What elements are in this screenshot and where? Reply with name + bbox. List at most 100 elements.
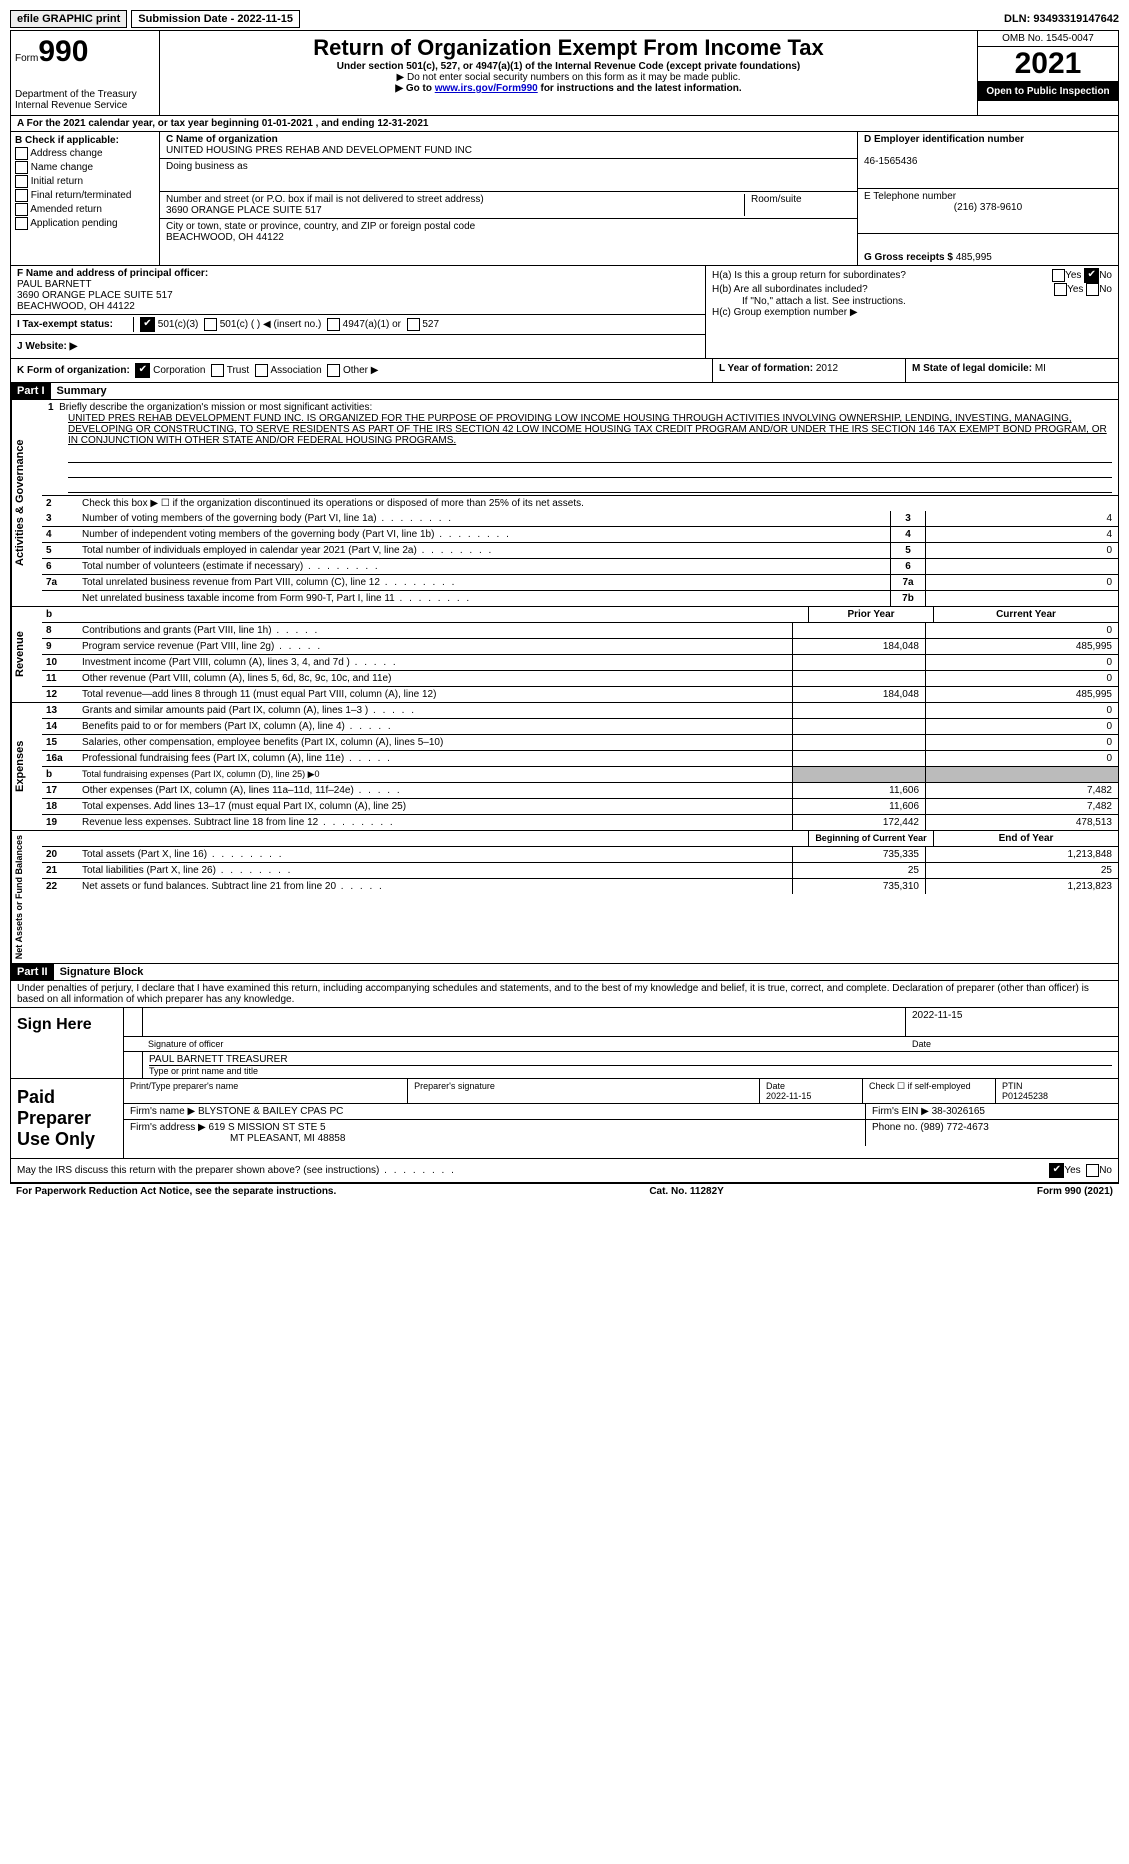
- goto-suffix: for instructions and the latest informat…: [538, 83, 742, 94]
- col-b-checkboxes: B Check if applicable: Address change Na…: [11, 132, 160, 265]
- sig-declaration: Under penalties of perjury, I declare th…: [10, 981, 1119, 1008]
- v6: [925, 559, 1118, 574]
- line20: Total assets (Part X, line 16): [78, 847, 792, 862]
- sig-name-val: PAUL BARNETT TREASURER: [149, 1054, 1112, 1065]
- irs-label: Internal Revenue Service: [15, 100, 155, 111]
- footer-form: Form 990 (2021): [1037, 1186, 1113, 1197]
- part1-title: Summary: [51, 383, 113, 399]
- line7a: Total unrelated business revenue from Pa…: [78, 575, 890, 590]
- irs-link[interactable]: www.irs.gov/Form990: [435, 83, 538, 94]
- line18: Total expenses. Add lines 13–17 (must eq…: [78, 799, 792, 814]
- submission-date: Submission Date - 2022-11-15: [131, 10, 300, 28]
- v7b: [925, 591, 1118, 606]
- form-number-block: Form990 Department of the Treasury Inter…: [11, 31, 160, 115]
- sig-date-val: 2022-11-15: [912, 1010, 962, 1021]
- check-amend[interactable]: [15, 203, 28, 216]
- k-assoc[interactable]: [255, 364, 268, 377]
- tax-year: 2021: [978, 47, 1118, 82]
- street-label: Number and street (or P.O. box if mail i…: [166, 194, 738, 205]
- sig-date-label: Date: [906, 1037, 1118, 1051]
- paid-prep-label: Paid Preparer Use Only: [11, 1079, 124, 1158]
- discuss-yes[interactable]: [1049, 1163, 1064, 1178]
- part2-header: Part II: [11, 964, 54, 980]
- dln: DLN: 93493319147642: [1004, 13, 1119, 25]
- line4: Number of independent voting members of …: [78, 527, 890, 542]
- check-self: Check ☐ if self-employed: [863, 1079, 996, 1103]
- f-street: 3690 ORANGE PLACE SUITE 517: [17, 290, 173, 301]
- f-city: BEACHWOOD, OH 44122: [17, 301, 135, 312]
- line8: Contributions and grants (Part VIII, lin…: [78, 623, 792, 638]
- line2: Check this box ▶ ☐ if the organization d…: [78, 496, 1118, 511]
- m-val: MI: [1035, 363, 1046, 374]
- ptin-val: P01245238: [1002, 1091, 1048, 1101]
- vlabel-rev: Revenue: [11, 607, 42, 702]
- sig-name-label: Type or print name and title: [149, 1065, 1112, 1076]
- check-name[interactable]: [15, 161, 28, 174]
- v7a: 0: [925, 575, 1118, 590]
- row-a-period: A For the 2021 calendar year, or tax yea…: [10, 116, 1119, 132]
- room-label: Room/suite: [745, 194, 851, 216]
- pdate-val: 2022-11-15: [766, 1091, 811, 1101]
- sign-here-label: Sign Here: [11, 1008, 124, 1078]
- dba-label: Doing business as: [166, 161, 851, 172]
- form-title: Return of Organization Exempt From Incom…: [164, 35, 973, 61]
- line16a: Professional fundraising fees (Part IX, …: [78, 751, 792, 766]
- check-addr[interactable]: [15, 147, 28, 160]
- k-corp[interactable]: [135, 363, 150, 378]
- check-527[interactable]: [407, 318, 420, 331]
- line6: Total number of volunteers (estimate if …: [78, 559, 890, 574]
- h-note: If "No," attach a list. See instructions…: [712, 296, 1112, 307]
- firm-addr1: 619 S MISSION ST STE 5: [209, 1122, 326, 1133]
- cur-year-h: Current Year: [933, 607, 1118, 622]
- vlabel-gov: Activities & Governance: [11, 400, 42, 606]
- check-501c[interactable]: [204, 318, 217, 331]
- firm-addr2: MT PLEASANT, MI 48858: [130, 1133, 345, 1144]
- line15: Salaries, other compensation, employee b…: [78, 735, 792, 750]
- firm-ein: 38-3026165: [932, 1106, 985, 1117]
- discuss-label: May the IRS discuss this return with the…: [17, 1165, 1049, 1176]
- hb-label: H(b) Are all subordinates included?: [712, 284, 1054, 295]
- footer-cat: Cat. No. 11282Y: [649, 1186, 723, 1197]
- pname-label: Print/Type preparer's name: [130, 1081, 238, 1091]
- line16b: Total fundraising expenses (Part IX, col…: [78, 767, 792, 782]
- check-4947[interactable]: [327, 318, 340, 331]
- hb-yes[interactable]: [1054, 283, 1067, 296]
- psig-label: Preparer's signature: [414, 1081, 495, 1091]
- ha-yes[interactable]: [1052, 269, 1065, 282]
- k-other[interactable]: [327, 364, 340, 377]
- check-app[interactable]: [15, 217, 28, 230]
- line19: Revenue less expenses. Subtract line 18 …: [78, 815, 792, 830]
- efile-print-btn[interactable]: efile GRAPHIC print: [10, 10, 127, 28]
- hc-label: H(c) Group exemption number ▶: [712, 307, 1112, 318]
- dept-treasury: Department of the Treasury: [15, 89, 155, 100]
- v4: 4: [925, 527, 1118, 542]
- mission-text: UNITED PRES REHAB DEVELOPMENT FUND INC. …: [48, 413, 1112, 446]
- v3: 4: [925, 511, 1118, 526]
- d-ein-label: D Employer identification number: [864, 134, 1024, 145]
- line5: Total number of individuals employed in …: [78, 543, 890, 558]
- line3: Number of voting members of the governin…: [78, 511, 890, 526]
- line21: Total liabilities (Part X, line 26): [78, 863, 792, 878]
- k-trust[interactable]: [211, 364, 224, 377]
- end-year-h: End of Year: [933, 831, 1118, 846]
- part2-title: Signature Block: [54, 964, 150, 980]
- discuss-no[interactable]: [1086, 1164, 1099, 1177]
- ha-no[interactable]: [1084, 268, 1099, 283]
- check-init[interactable]: [15, 175, 28, 188]
- line14: Benefits paid to or for members (Part IX…: [78, 719, 792, 734]
- f-label: F Name and address of principal officer:: [17, 268, 208, 279]
- check-501c3[interactable]: [140, 317, 155, 332]
- part1-header: Part I: [11, 383, 51, 399]
- l-label: L Year of formation:: [719, 363, 813, 374]
- e-phone-label: E Telephone number: [864, 191, 956, 202]
- open-public-badge: Open to Public Inspection: [978, 82, 1118, 101]
- goto-prefix: ▶ Go to: [395, 83, 434, 94]
- ssn-notice: ▶ Do not enter social security numbers o…: [164, 72, 973, 83]
- hb-no[interactable]: [1086, 283, 1099, 296]
- check-final[interactable]: [15, 189, 28, 202]
- j-website-label: J Website: ▶: [17, 341, 77, 352]
- line11: Other revenue (Part VIII, column (A), li…: [78, 671, 792, 686]
- city-val: BEACHWOOD, OH 44122: [166, 232, 851, 243]
- line12: Total revenue—add lines 8 through 11 (mu…: [78, 687, 792, 702]
- e-phone-val: (216) 378-9610: [864, 202, 1112, 213]
